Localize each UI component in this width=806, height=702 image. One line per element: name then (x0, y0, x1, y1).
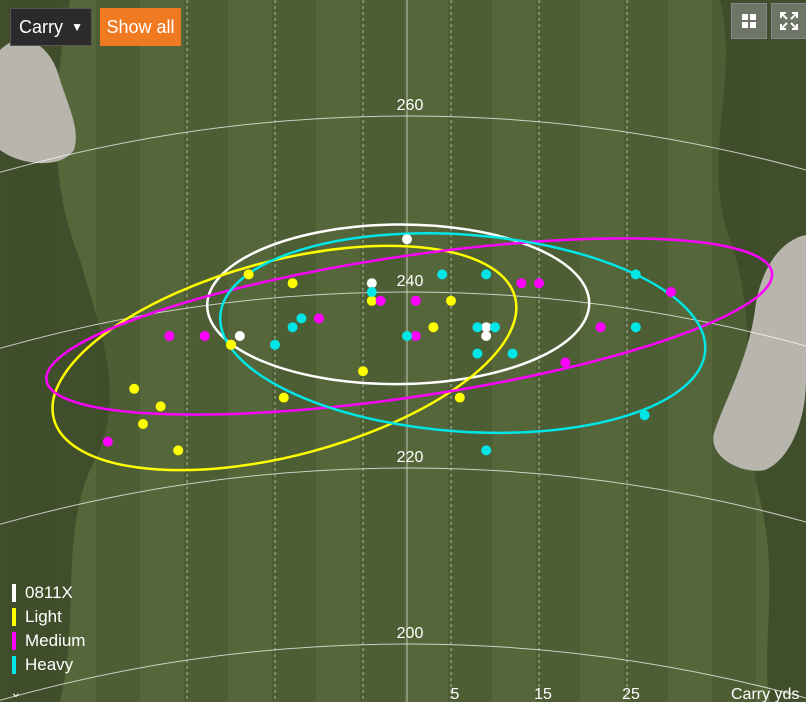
shot-point[interactable] (446, 295, 456, 306)
shot-point[interactable] (481, 322, 492, 333)
shot-point[interactable] (287, 278, 298, 289)
shot-point[interactable] (314, 313, 324, 324)
shot-point[interactable] (366, 295, 377, 306)
legend-label: Heavy (25, 655, 74, 674)
shot-point[interactable] (287, 322, 298, 333)
legend-swatch (12, 632, 16, 650)
shot-point[interactable] (226, 339, 236, 350)
legend-item[interactable]: Light (12, 605, 85, 629)
legend-swatch (12, 608, 16, 626)
shot-point[interactable] (472, 348, 483, 359)
legend-item[interactable]: 0811X (12, 581, 85, 605)
show-all-button[interactable]: Show all (100, 8, 181, 46)
shot-point[interactable] (173, 445, 184, 456)
legend-label: 0811X (25, 583, 73, 602)
shot-point[interactable] (366, 287, 377, 297)
distance-arc (0, 291, 806, 349)
shot-point[interactable] (243, 269, 254, 280)
shot-point[interactable] (410, 295, 421, 306)
dispersion-ellipse (218, 232, 707, 435)
shot-point[interactable] (402, 331, 412, 341)
legend-label: Medium (25, 631, 86, 650)
distance-label: 200 (397, 625, 424, 642)
shot-point[interactable] (296, 313, 307, 324)
shot-point[interactable] (454, 392, 465, 403)
chevron-down-icon[interactable]: ⌄ (10, 684, 22, 700)
distance-label: 220 (397, 449, 424, 466)
shot-point[interactable] (481, 445, 492, 456)
legend-item[interactable]: Medium (12, 629, 85, 653)
distance-label: 260 (397, 97, 424, 114)
legend-swatch (12, 584, 16, 602)
shot-point[interactable] (428, 322, 439, 333)
distance-arc (0, 115, 806, 173)
shot-point[interactable] (630, 322, 641, 333)
x-tick-label: 5 (451, 686, 460, 702)
shot-point[interactable] (481, 331, 492, 341)
x-tick-label: 25 (622, 686, 640, 702)
chevron-down-icon: ▼ (71, 20, 83, 34)
x-axis-label: Carry yds (731, 686, 799, 702)
shot-point[interactable] (595, 322, 606, 333)
shot-point[interactable] (366, 278, 377, 289)
grid-icon[interactable] (731, 3, 767, 39)
distance-arc (0, 467, 806, 525)
dispersion-ellipse (45, 237, 774, 416)
shot-point[interactable] (102, 436, 113, 447)
shot-point[interactable] (630, 269, 641, 280)
x-ticks: 5 15 25 (451, 686, 640, 702)
shot-point[interactable] (507, 348, 518, 359)
legend: 0811X Light Medium Heavy (12, 581, 85, 677)
shot-point[interactable] (560, 357, 571, 368)
shot-point[interactable] (490, 322, 500, 333)
metric-select[interactable]: Carry ▼ (10, 8, 92, 46)
bunker-right (713, 235, 806, 471)
shot-point[interactable] (375, 295, 386, 306)
shot-point[interactable] (129, 383, 140, 394)
shot-point[interactable] (164, 331, 175, 341)
shot-point[interactable] (199, 331, 210, 341)
shot-point[interactable] (437, 269, 448, 280)
rough-left (0, 0, 110, 702)
shot-point[interactable] (138, 419, 148, 429)
distance-label: 240 (397, 273, 424, 290)
expand-icon[interactable] (771, 3, 806, 39)
shot-point[interactable] (410, 331, 421, 341)
shot-point[interactable] (358, 366, 368, 377)
dispersion-ellipse (205, 223, 591, 386)
legend-label: Light (25, 607, 62, 626)
shot-point[interactable] (666, 287, 676, 297)
shot-point[interactable] (234, 331, 245, 341)
shot-point[interactable] (402, 234, 412, 245)
shot-point[interactable] (270, 339, 280, 350)
x-tick-label: 15 (534, 686, 552, 702)
metric-select-value: Carry (19, 16, 63, 37)
gridlines (186, 0, 628, 702)
shot-point[interactable] (516, 278, 527, 289)
shot-point[interactable] (155, 401, 166, 412)
distance-arc (0, 643, 806, 701)
bunker-left (0, 40, 76, 164)
legend-swatch (12, 656, 16, 674)
distance-arcs: 260 240 220 200 (0, 97, 806, 701)
shot-point[interactable] (639, 410, 650, 421)
shot-point[interactable] (481, 269, 492, 280)
dispersion-ellipse (51, 244, 518, 472)
shot-point[interactable] (534, 278, 544, 289)
legend-item[interactable]: Heavy (12, 653, 85, 677)
dispersion-ellipses (45, 223, 774, 472)
shot-point[interactable] (278, 392, 289, 403)
shot-points (102, 234, 676, 456)
shot-point[interactable] (472, 322, 483, 333)
